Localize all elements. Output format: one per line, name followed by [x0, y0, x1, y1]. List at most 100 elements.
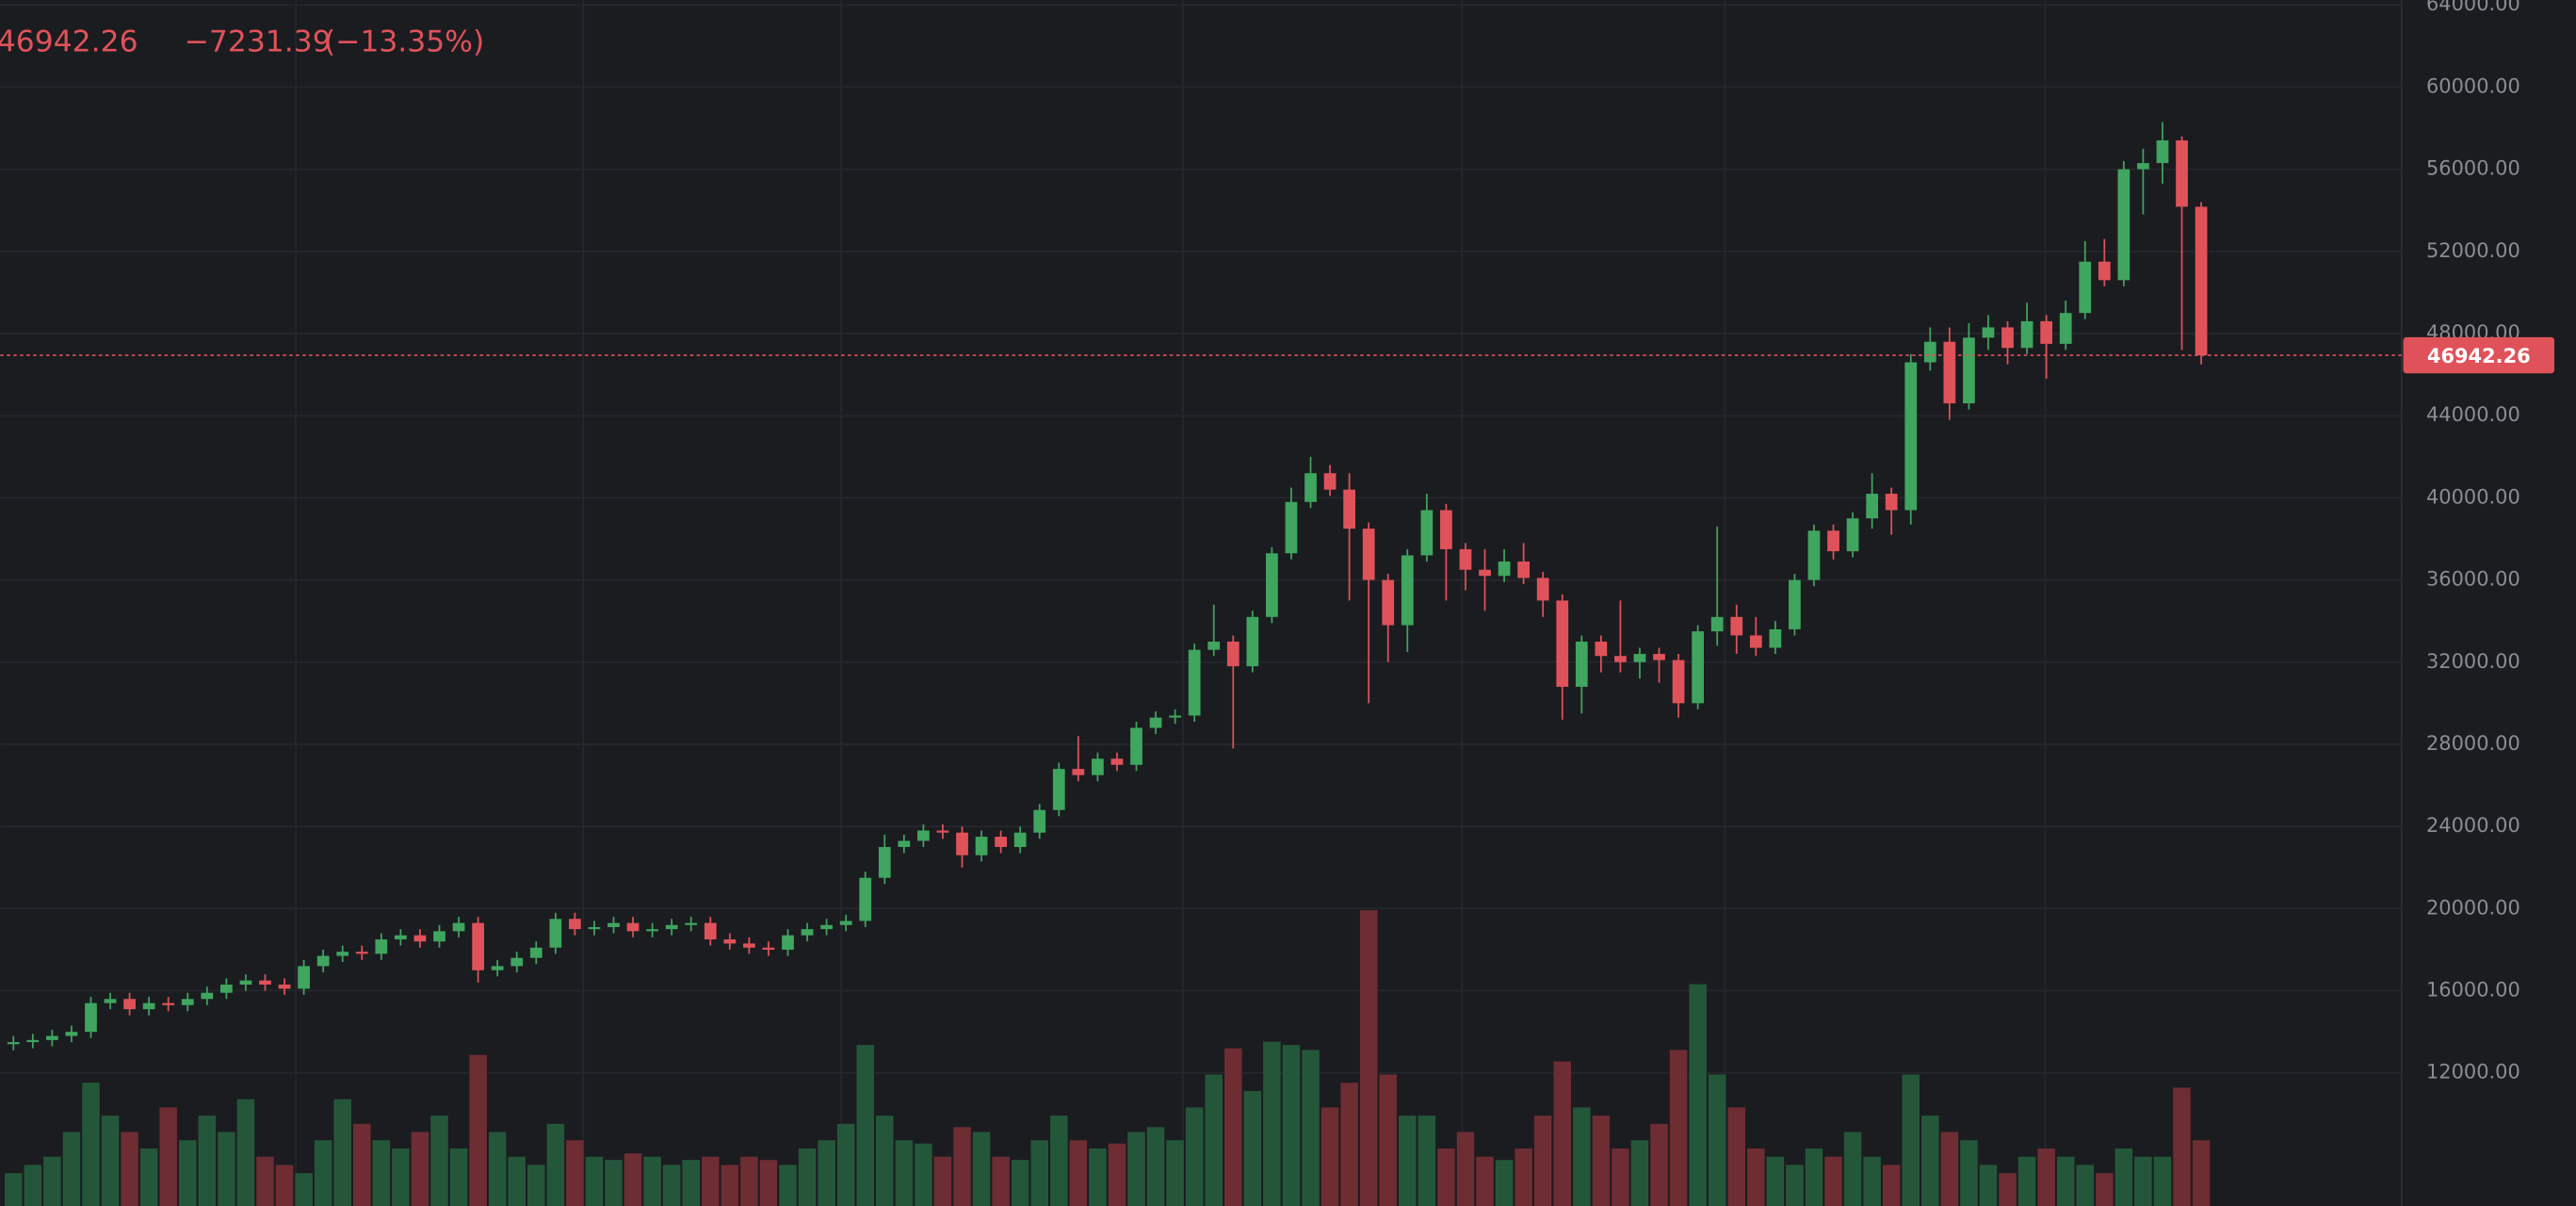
candle-body — [336, 952, 349, 956]
candle-body — [2040, 320, 2053, 344]
volume-bar — [1766, 1156, 1785, 1206]
candle-body — [1536, 578, 1549, 601]
volume-bar — [1476, 1156, 1494, 1206]
volume-bar — [527, 1165, 545, 1206]
candle-body — [1672, 660, 1685, 704]
candle-body — [1169, 715, 1181, 718]
volume-bar — [508, 1156, 526, 1206]
candle-body — [452, 922, 465, 932]
header-change: −7231.39 — [185, 24, 332, 58]
y-tick-label: 52000.00 — [2426, 239, 2520, 262]
candle-body — [723, 939, 737, 944]
volume-bar — [933, 1156, 952, 1206]
candle-body — [259, 980, 271, 986]
volume-bar — [1320, 1107, 1339, 1206]
volume-bar — [1379, 1074, 1397, 1206]
volume-bar — [2173, 1087, 2191, 1206]
candle-body — [1517, 561, 1531, 579]
candle-body — [782, 935, 794, 950]
candle-body — [355, 952, 368, 954]
volume-bar — [1630, 1140, 1649, 1206]
y-tick-label: 40000.00 — [2426, 485, 2520, 508]
volume-bar — [915, 1143, 932, 1206]
candle-body — [1092, 758, 1104, 775]
candle-body — [1343, 489, 1355, 530]
volume-bar — [1979, 1165, 1998, 1206]
volume-bar — [1592, 1116, 1611, 1206]
y-tick-label: 64000.00 — [2426, 0, 2520, 15]
volume-bar — [2096, 1173, 2114, 1206]
vertical-grid — [295, 0, 2047, 1206]
candle-body — [665, 924, 678, 930]
volume-bar — [1011, 1160, 1029, 1206]
volume-bar — [740, 1156, 758, 1206]
volume-bar — [1573, 1107, 1591, 1206]
candle-body — [413, 935, 427, 942]
volume-bar — [818, 1140, 835, 1206]
y-tick-label: 32000.00 — [2426, 650, 2520, 673]
candle-body — [1827, 530, 1839, 552]
volume-bar — [1340, 1083, 1358, 1206]
candle-body — [1440, 510, 1452, 549]
candle-body — [1633, 654, 1646, 662]
volume-bar — [82, 1083, 100, 1206]
candle-body — [1749, 635, 1762, 648]
candle-body — [743, 943, 755, 948]
candle-body — [395, 935, 407, 940]
volume-bar — [1185, 1107, 1204, 1206]
header-change-pct: (−13.35%) — [324, 24, 484, 58]
y-tick-label: 12000.00 — [2426, 1061, 2520, 1084]
volume-bar — [1515, 1148, 1532, 1206]
volume-bar — [1669, 1050, 1688, 1206]
volume-bar — [1689, 984, 1707, 1206]
volume-bar — [411, 1132, 429, 1206]
volume-bar — [624, 1153, 642, 1206]
volume-bar — [721, 1165, 739, 1206]
volume-bar — [702, 1156, 720, 1206]
volume-bar — [585, 1156, 604, 1206]
candle-body — [2195, 206, 2208, 356]
volume-bar — [43, 1156, 61, 1206]
volume-bar — [2056, 1156, 2075, 1206]
candle-body — [1807, 530, 1821, 580]
volume-bar — [2114, 1148, 2133, 1206]
candle-body — [1033, 809, 1046, 833]
candle-body — [1885, 494, 1898, 511]
candle-body — [1188, 649, 1201, 716]
candle-body — [85, 1002, 97, 1033]
candle-body — [1130, 727, 1142, 765]
volume-bar — [1282, 1045, 1301, 1206]
candle-body — [839, 921, 852, 925]
candle-body — [704, 922, 717, 940]
volume-bar — [333, 1099, 351, 1206]
volume-bar — [314, 1140, 332, 1206]
volume-bar — [972, 1132, 991, 1206]
candle-body — [1692, 631, 1705, 704]
volume-bar — [1863, 1156, 1881, 1206]
candle-body — [1266, 553, 1278, 617]
candle-body — [626, 922, 640, 932]
candle-body — [1963, 337, 1975, 404]
candle-body — [162, 1002, 175, 1005]
candle-body — [608, 922, 620, 927]
volume-bar — [256, 1156, 274, 1206]
candle-body — [898, 840, 911, 847]
volume-bar — [605, 1160, 623, 1206]
volume-bar — [1786, 1165, 1804, 1206]
volume-bar — [198, 1116, 217, 1206]
candle-body — [491, 966, 504, 970]
candle-body — [433, 931, 446, 942]
candle-body — [1866, 494, 1879, 519]
candle-body — [588, 926, 601, 930]
volume-bar — [643, 1156, 661, 1206]
volume-bar — [159, 1107, 177, 1206]
volume-bar — [1882, 1165, 1901, 1206]
candle-body — [278, 985, 291, 989]
candle-body — [1904, 362, 1918, 511]
candle-body — [1323, 473, 1337, 490]
candle-body — [472, 922, 484, 970]
volume-bar — [1902, 1074, 1920, 1206]
candle-body — [1943, 341, 1956, 404]
